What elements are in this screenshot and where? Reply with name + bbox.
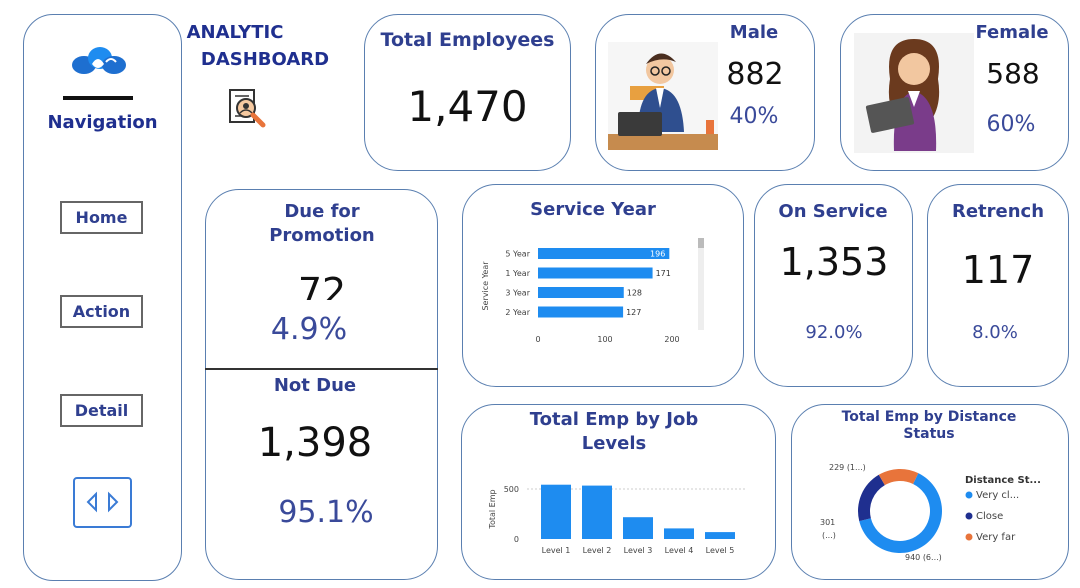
logo-underline: [63, 96, 133, 100]
distance-legend-label: Very cl...: [976, 490, 1019, 501]
service-year-bar: [538, 306, 624, 318]
distance-donut-chart: 940 (6...) 301 (...) 229 (1...) Distance St.…: [820, 463, 1041, 562]
on-service-card: [754, 184, 913, 387]
female-title: Female: [975, 22, 1049, 43]
action-button[interactable]: Action: [60, 295, 143, 328]
service-year-title: Service Year: [530, 199, 656, 220]
detail-button[interactable]: Detail: [60, 394, 143, 427]
due-value-clip: 72: [210, 268, 434, 300]
prev-next-icon: [86, 491, 119, 513]
male-value: 882: [726, 57, 784, 92]
retrench-card: [927, 184, 1069, 387]
distance-legend-marker: [965, 491, 973, 499]
service-year-data-label: 128: [627, 289, 642, 298]
distance-legend-label: Close: [976, 511, 1003, 522]
distance-slice-data-label: (...): [822, 531, 836, 540]
job-levels-category-label: Level 1: [542, 546, 571, 555]
on-service-title: On Service: [778, 201, 888, 222]
service-year-data-label: 127: [626, 308, 641, 317]
company-logo: [72, 47, 126, 74]
female-pct: 60%: [986, 112, 1036, 137]
distance-slice-data-label: 229 (1...): [829, 463, 866, 472]
job-levels-category-label: Level 3: [624, 546, 653, 555]
distance-slice: [878, 469, 919, 486]
service-year-scrollbar-track: [698, 238, 704, 330]
job-levels-y-tick: 0: [514, 535, 519, 544]
job-levels-category-label: Level 4: [665, 546, 694, 555]
not-due-pct: 95.1%: [278, 495, 374, 530]
distance-slice: [859, 473, 942, 553]
analytics-search-icon: [229, 89, 266, 128]
job-levels-category-label: Level 5: [706, 546, 735, 555]
due-promotion-pct: 4.9%: [270, 312, 348, 347]
job-levels-category-label: Level 2: [583, 546, 612, 555]
distance-legend-marker: [965, 533, 973, 541]
dashboard-title-line2: DASHBOARD: [200, 49, 330, 70]
service-year-bar: [538, 287, 624, 298]
male-avatar-image: [608, 42, 718, 150]
distance-legend-title: Distance St...: [965, 475, 1041, 486]
total-employees-title: Total Employees: [380, 29, 555, 51]
distance-title-line2: Status: [903, 426, 955, 442]
job-levels-axis-label: Total Emp: [488, 489, 497, 529]
promotion-card: [205, 189, 438, 580]
service-year-x-tick: 0: [535, 335, 540, 344]
on-service-value: 1,353: [779, 240, 889, 284]
on-service-pct: 92.0%: [805, 322, 863, 343]
job-levels-bar: [582, 485, 612, 539]
service-year-chart: Service Year 5 Year 196 1 Year 171 3 Year 128 2…: [481, 238, 704, 344]
service-year-category-label: 1 Year: [505, 269, 530, 278]
service-year-bar: [538, 248, 670, 259]
distance-legend-marker: [965, 512, 973, 520]
male-pct: 40%: [729, 104, 779, 129]
retrench-value: 117: [961, 248, 1035, 292]
distance-title-line1: Total Emp by Distance: [841, 409, 1017, 425]
home-button[interactable]: Home: [60, 201, 143, 234]
service-year-data-label: 196: [650, 250, 665, 259]
page-navigator-button[interactable]: [73, 477, 132, 528]
female-avatar-image: [854, 33, 974, 153]
job-levels-chart: Total Emp 0 500 Level 1 Level 2 Level 3 Level …: [488, 484, 745, 555]
job-levels-bar: [705, 532, 735, 539]
distance-legend-label: Very far: [976, 532, 1016, 543]
not-due-value: 1,398: [257, 420, 373, 466]
service-year-category-label: 3 Year: [505, 289, 530, 298]
job-levels-card: [461, 404, 776, 580]
due-promotion-title-line1: Due for: [284, 201, 360, 222]
nav-title: Navigation: [47, 112, 158, 133]
female-value: 588: [986, 57, 1040, 90]
total-employees-value: 1,470: [407, 82, 528, 131]
service-year-category-label: 5 Year: [505, 250, 530, 259]
job-levels-bar: [623, 517, 653, 539]
promotion-divider: [205, 368, 438, 370]
retrench-pct: 8.0%: [972, 322, 1018, 343]
due-promotion-title-line2: Promotion: [269, 225, 375, 246]
not-due-title: Not Due: [273, 375, 357, 396]
service-year-scrollbar-thumb: [698, 238, 704, 248]
retrench-title: Retrench: [951, 201, 1045, 222]
due-promotion-value: 72: [297, 270, 347, 300]
service-year-data-label: 171: [656, 269, 671, 278]
job-levels-bar: [664, 528, 694, 539]
male-title: Male: [729, 22, 779, 43]
job-levels-y-tick: 500: [504, 485, 519, 494]
service-year-category-label: 2 Year: [505, 308, 530, 317]
dashboard-title-line1: ANALYTIC: [186, 22, 284, 43]
distance-slice-data-label: 301: [820, 518, 835, 527]
total-employees-card: [364, 14, 571, 171]
distance-slice: [858, 474, 885, 522]
service-year-x-tick: 100: [597, 335, 612, 344]
service-year-axis-label: Service Year: [481, 261, 490, 311]
service-year-bar: [538, 267, 653, 279]
service-year-x-tick: 200: [664, 335, 679, 344]
distance-slice-data-label: 940 (6...): [905, 553, 942, 562]
job-levels-title-line1: Total Emp by Job: [529, 409, 699, 430]
service-year-card: [462, 184, 744, 387]
job-levels-title-line2: Levels: [581, 433, 647, 454]
job-levels-bar: [541, 484, 571, 539]
